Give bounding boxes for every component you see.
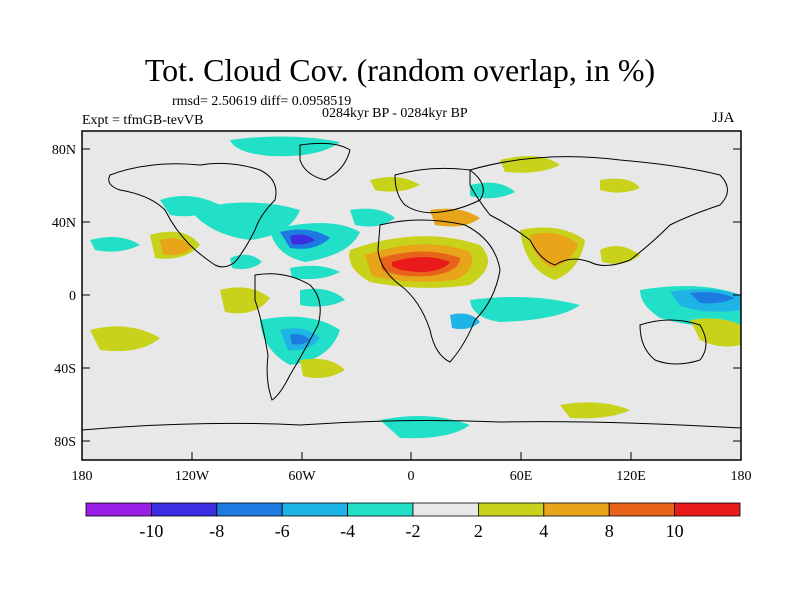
lat-tick-label: 0: [69, 289, 76, 304]
colorbar-swatch: [543, 502, 610, 517]
lat-tick-label: 80S: [54, 435, 76, 450]
colorbar-label: 10: [666, 521, 684, 541]
colorbar-label: -10: [139, 521, 163, 541]
lon-tick-label: 60E: [510, 469, 533, 484]
stats-label: rmsd= 2.50619 diff= 0.0958519: [172, 94, 352, 109]
coastlines: [82, 142, 741, 431]
lat-tick-label: 40S: [54, 362, 76, 377]
lon-tick-label: 0: [408, 469, 415, 484]
colorbar-swatch: [347, 502, 414, 517]
colorbar-label: -4: [340, 521, 355, 541]
map-title: Tot. Cloud Cov. (random overlap, in %): [144, 52, 656, 88]
colorbar-swatch: [85, 502, 152, 517]
lat-tick-label: 80N: [52, 143, 76, 158]
colorbar-label: 4: [539, 521, 548, 541]
lon-tick-label: 60W: [288, 469, 316, 484]
colorbar-swatch: [608, 502, 676, 517]
anomaly-field: [90, 136, 741, 439]
colorbar-label: -6: [275, 521, 290, 541]
colorbar-swatch: [674, 502, 741, 517]
season-label: JJA: [712, 110, 735, 126]
colorbar-label: 8: [605, 521, 614, 541]
lon-tick-label: 180: [731, 469, 752, 484]
experiment-label: Expt = tfmGB-tevVB: [82, 113, 204, 128]
lon-tick-label: 120W: [175, 469, 210, 484]
colorbar-swatch: [281, 502, 349, 517]
period-label: 0284kyr BP - 0284kyr BP: [322, 106, 468, 121]
lon-tick-label: 180: [72, 469, 93, 484]
colorbar-swatch: [216, 502, 283, 517]
colorbar: -10 -8 -6 -4 -2 2 4 8 10: [85, 502, 741, 541]
lat-tick-label: 40N: [52, 216, 76, 231]
lon-tick-label: 120E: [616, 469, 646, 484]
colorbar-swatch: [477, 502, 545, 517]
colorbar-swatch: [150, 502, 218, 517]
colorbar-swatch: [412, 502, 479, 517]
colorbar-label: -8: [209, 521, 224, 541]
colorbar-label: 2: [474, 521, 483, 541]
colorbar-label: -2: [406, 521, 421, 541]
